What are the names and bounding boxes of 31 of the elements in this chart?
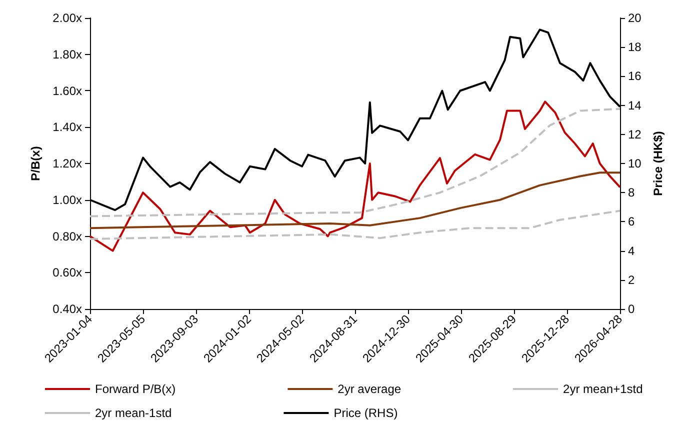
y-tick-label: 2.00x — [52, 11, 82, 25]
y-tick-label: 0.80x — [52, 229, 82, 244]
legend-label: Forward P/B(x) — [95, 382, 176, 396]
legend-label: 2yr mean-1std — [95, 406, 172, 420]
y-tick-label: 1.20x — [52, 156, 82, 170]
y2-tick-label: 4 — [628, 244, 635, 258]
y-tick-label: 1.40x — [52, 120, 82, 134]
legend-label: 2yr mean+1std — [563, 382, 643, 396]
y2-tick-label: 18 — [628, 40, 642, 54]
y2-tick-label: 20 — [628, 11, 642, 25]
y-tick-label: 1.00x — [52, 192, 82, 207]
y-tick-label: 1.80x — [52, 47, 82, 62]
line-series — [89, 100, 621, 252]
y2-tick-label: 2 — [628, 272, 635, 287]
y-axis-title: P/B(x) — [28, 146, 43, 181]
y-tick-label: 0.40x — [52, 302, 82, 316]
y2-tick-label: 14 — [628, 98, 642, 112]
y2-axis-title: Price (HK$) — [651, 131, 666, 196]
y2-tick-label: 8 — [628, 186, 635, 200]
y2-tick-label: 6 — [628, 214, 635, 229]
y-tick-label: 1.60x — [52, 84, 82, 98]
y-tick-label: 0.60x — [52, 266, 82, 280]
line-series — [89, 210, 621, 240]
line-series — [89, 108, 621, 218]
legend-label: Price (RHS) — [334, 406, 398, 420]
legend-label: 2yr average — [338, 382, 402, 396]
y2-tick-label: 10 — [628, 156, 642, 170]
y2-tick-label: 12 — [628, 127, 642, 142]
y2-tick-label: 16 — [628, 69, 642, 84]
line-series — [89, 172, 621, 230]
y2-tick-label: 0 — [628, 302, 635, 316]
